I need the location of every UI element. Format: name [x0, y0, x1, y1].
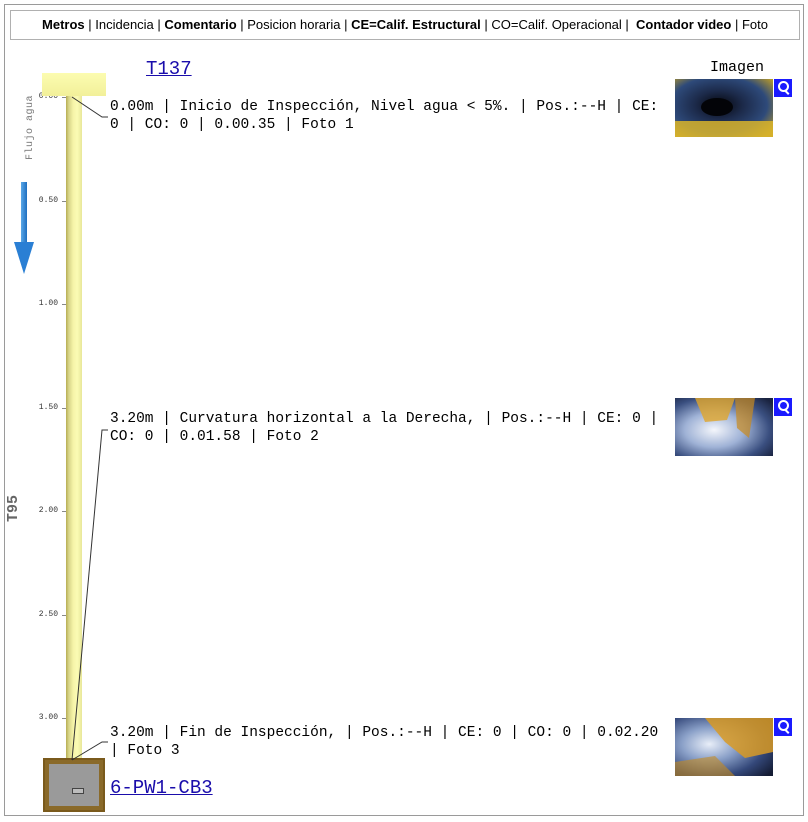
zoom-icon-handle — [784, 409, 790, 414]
end-manhole — [43, 758, 105, 812]
axis-tick-mark — [62, 97, 66, 98]
legend-contador: Contador video — [636, 17, 732, 32]
leader-line — [71, 96, 108, 118]
sewer-photo-1 — [675, 79, 773, 137]
start-manhole — [42, 73, 106, 96]
legend-separator: | — [731, 17, 742, 32]
leader-line — [71, 741, 108, 761]
axis-tick-mark — [62, 304, 66, 305]
legend-ce: CE=Calif. Estructural — [351, 17, 481, 32]
observation-2: 3.20m | Curvatura horizontal a la Derech… — [110, 411, 659, 445]
zoom-button-2[interactable] — [774, 398, 792, 416]
manhole-cover — [49, 764, 99, 806]
axis-tick-mark — [62, 718, 66, 719]
zoom-icon-handle — [784, 729, 790, 734]
legend-incidencia: Incidencia — [95, 17, 154, 32]
start-node-link[interactable]: T137 — [146, 58, 192, 80]
photo-thumbnail-3[interactable] — [675, 718, 773, 776]
manhole-slot — [72, 788, 84, 794]
axis-tick: 1.50 — [38, 403, 58, 412]
legend-separator: | — [340, 17, 352, 32]
zoom-button-3[interactable] — [774, 718, 792, 736]
sewer-photo-2 — [675, 398, 773, 456]
image-column-header: Imagen — [710, 59, 765, 76]
axis-tick-mark — [62, 511, 66, 512]
end-node-link[interactable]: 6-PW1-CB3 — [110, 777, 213, 799]
photo-thumbnail-2[interactable] — [675, 398, 773, 456]
legend-separator: | — [621, 17, 637, 32]
observation-1: 0.00m | Inicio de Inspección, Nivel agua… — [110, 99, 659, 133]
legend-metros: Metros — [42, 17, 85, 32]
leader-line — [71, 429, 108, 761]
zoom-icon — [778, 81, 789, 92]
axis-tick: 0.00 — [38, 92, 58, 101]
zoom-button-1[interactable] — [774, 79, 792, 97]
zoom-icon — [778, 720, 789, 731]
legend-posicion: Posicion horaria — [247, 17, 341, 32]
axis-tick-mark — [62, 408, 66, 409]
legend-co: CO=Calif. Operacional — [491, 17, 622, 32]
axis-tick: 3.00 — [38, 713, 58, 722]
sewer-photo-3 — [675, 718, 773, 776]
legend-separator: | — [153, 17, 165, 32]
axis-tick: 2.50 — [38, 610, 58, 619]
photo-thumbnail-1[interactable] — [675, 79, 773, 137]
axis-tick: 2.00 — [38, 506, 58, 515]
legend-bar: Metros | Incidencia | Comentario | Posic… — [10, 10, 800, 40]
axis-tick: 0.50 — [38, 196, 58, 205]
axis-tick-mark — [62, 201, 66, 202]
zoom-icon-handle — [784, 90, 790, 95]
legend-foto: Foto — [741, 17, 768, 32]
legend-separator: | — [236, 17, 248, 32]
legend-separator: | — [84, 17, 96, 32]
axis-tick: 1.00 — [38, 299, 58, 308]
legend-comentario: Comentario — [164, 17, 237, 32]
report-frame — [4, 4, 804, 816]
legend-separator: | — [480, 17, 492, 32]
flow-arrow-icon — [14, 182, 34, 274]
observation-3: 3.20m | Fin de Inspección, | Pos.:--H | … — [110, 725, 659, 759]
pipe-body — [66, 96, 82, 760]
zoom-icon — [778, 400, 789, 411]
axis-tick-mark — [62, 615, 66, 616]
